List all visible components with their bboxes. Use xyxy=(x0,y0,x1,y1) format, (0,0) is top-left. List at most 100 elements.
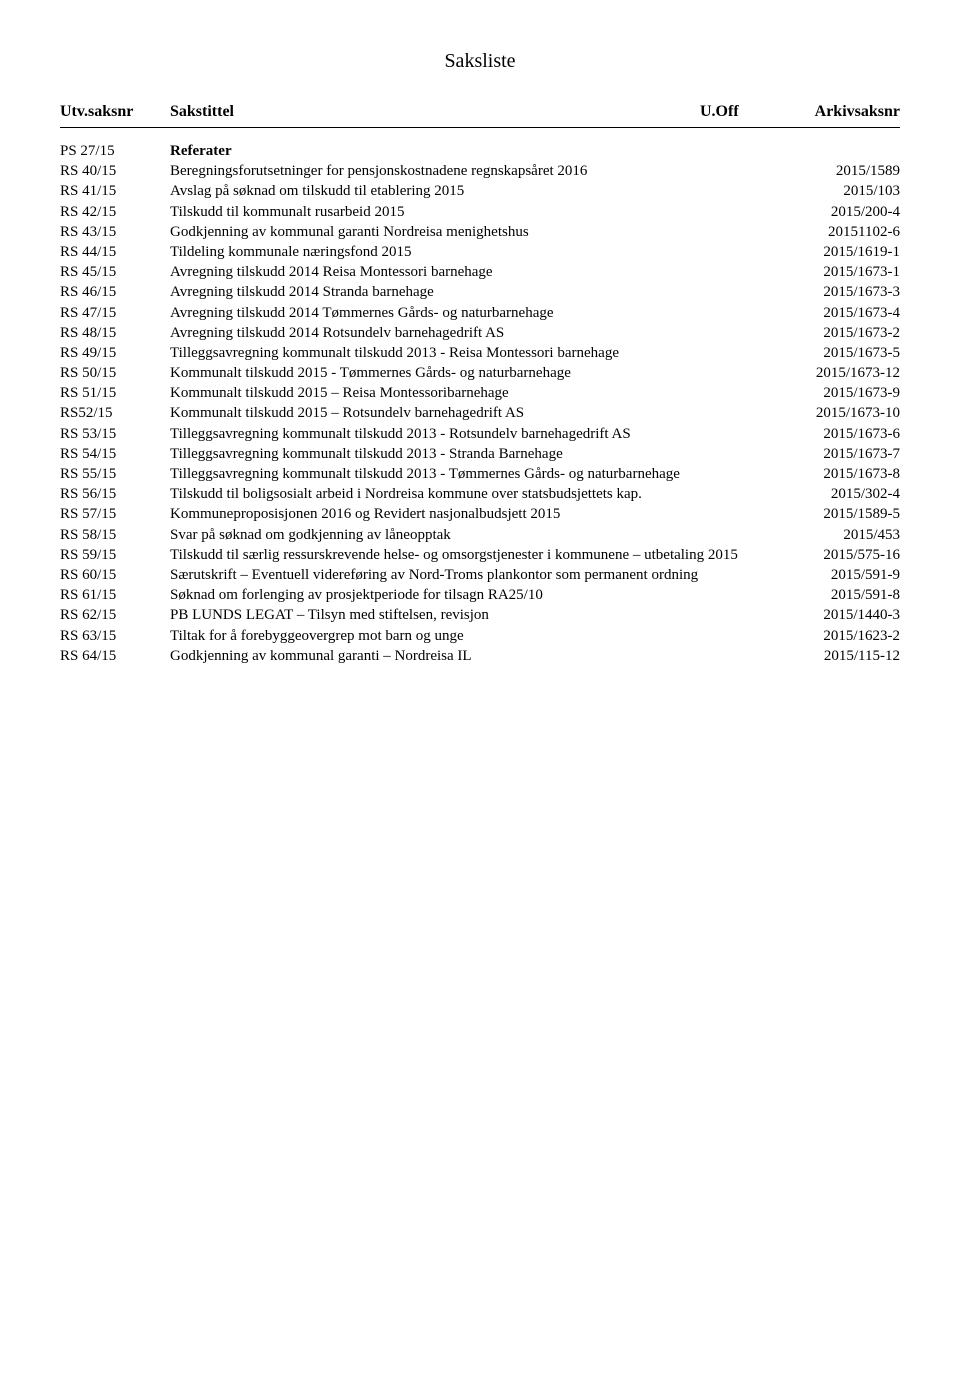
cell-title: Kommuneproposisjonen 2016 og Revidert na… xyxy=(170,505,770,524)
cell-arkiv: 2015/1619-1 xyxy=(770,243,900,262)
table-row: RS 58/15Svar på søknad om godkjenning av… xyxy=(60,526,900,545)
cell-saksnr: RS 45/15 xyxy=(60,263,170,282)
cell-arkiv: 2015/1673-2 xyxy=(770,324,900,343)
cell-saksnr: RS 59/15 xyxy=(60,546,170,565)
cell-title: Særutskrift – Eventuell videreføring av … xyxy=(170,566,770,585)
cell-title: Tilskudd til boligsosialt arbeid i Nordr… xyxy=(170,485,770,504)
cell-arkiv: 2015/1673-1 xyxy=(770,263,900,282)
cell-title: Godkjenning av kommunal garanti – Nordre… xyxy=(170,647,770,666)
cell-arkiv: 2015/1673-4 xyxy=(770,304,900,323)
cell-title: Beregningsforutsetninger for pensjonskos… xyxy=(170,162,770,181)
header-sakstittel: Sakstittel xyxy=(170,103,700,121)
cell-saksnr: RS 55/15 xyxy=(60,465,170,484)
cell-title: Tilleggsavregning kommunalt tilskudd 201… xyxy=(170,425,770,444)
page-title: Saksliste xyxy=(60,50,900,73)
header-saksnr: Utv.saksnr xyxy=(60,103,170,121)
cell-arkiv: 2015/1673-5 xyxy=(770,344,900,363)
cell-saksnr: RS 44/15 xyxy=(60,243,170,262)
cell-saksnr: RS 56/15 xyxy=(60,485,170,504)
table-body: PS 27/15ReferaterRS 40/15Beregningsforut… xyxy=(60,142,900,666)
cell-saksnr: RS 64/15 xyxy=(60,647,170,666)
cell-saksnr: RS 43/15 xyxy=(60,223,170,242)
table-row: RS 47/15Avregning tilskudd 2014 Tømmerne… xyxy=(60,304,900,323)
cell-title: Kommunalt tilskudd 2015 – Rotsundelv bar… xyxy=(170,404,770,423)
cell-arkiv: 2015/591-8 xyxy=(770,586,900,605)
table-header: Utv.saksnr Sakstittel U.Off Arkivsaksnr xyxy=(60,103,900,128)
table-row: RS 44/15Tildeling kommunale næringsfond … xyxy=(60,243,900,262)
table-row: RS 53/15Tilleggsavregning kommunalt tils… xyxy=(60,425,900,444)
cell-title: Kommunalt tilskudd 2015 – Reisa Montesso… xyxy=(170,384,770,403)
table-row: RS 42/15Tilskudd til kommunalt rusarbeid… xyxy=(60,203,900,222)
table-row: RS 50/15Kommunalt tilskudd 2015 - Tømmer… xyxy=(60,364,900,383)
table-row: RS 57/15Kommuneproposisjonen 2016 og Rev… xyxy=(60,505,900,524)
table-row: RS 61/15Søknad om forlenging av prosjekt… xyxy=(60,586,900,605)
cell-saksnr: RS 49/15 xyxy=(60,344,170,363)
table-row: RS 45/15Avregning tilskudd 2014 Reisa Mo… xyxy=(60,263,900,282)
cell-arkiv: 2015/1623-2 xyxy=(770,627,900,646)
cell-arkiv: 2015/302-4 xyxy=(770,485,900,504)
cell-title: Tilleggsavregning kommunalt tilskudd 201… xyxy=(170,344,770,363)
cell-saksnr: RS 53/15 xyxy=(60,425,170,444)
cell-title: Avregning tilskudd 2014 Rotsundelv barne… xyxy=(170,324,770,343)
cell-arkiv: 2015/1673-10 xyxy=(770,404,900,423)
cell-arkiv: 2015/1440-3 xyxy=(770,606,900,625)
cell-arkiv: 2015/1673-8 xyxy=(770,465,900,484)
cell-saksnr: RS 40/15 xyxy=(60,162,170,181)
header-arkiv: Arkivsaksnr xyxy=(770,103,900,121)
cell-title: Avregning tilskudd 2014 Stranda barnehag… xyxy=(170,283,770,302)
table-row: RS 56/15Tilskudd til boligsosialt arbeid… xyxy=(60,485,900,504)
cell-title: Kommunalt tilskudd 2015 - Tømmernes Gård… xyxy=(170,364,770,383)
table-row: RS 48/15Avregning tilskudd 2014 Rotsunde… xyxy=(60,324,900,343)
cell-saksnr: RS 61/15 xyxy=(60,586,170,605)
cell-saksnr: RS 63/15 xyxy=(60,627,170,646)
cell-arkiv: 2015/115-12 xyxy=(770,647,900,666)
table-row: RS 60/15Særutskrift – Eventuell viderefø… xyxy=(60,566,900,585)
table-row: RS 54/15Tilleggsavregning kommunalt tils… xyxy=(60,445,900,464)
cell-arkiv: 20151102-6 xyxy=(770,223,900,242)
table-row: PS 27/15Referater xyxy=(60,142,900,161)
cell-saksnr: RS 46/15 xyxy=(60,283,170,302)
table-row: RS 46/15Avregning tilskudd 2014 Stranda … xyxy=(60,283,900,302)
table-row: RS 41/15Avslag på søknad om tilskudd til… xyxy=(60,182,900,201)
table-row: RS 63/15Tiltak for å forebyggeovergrep m… xyxy=(60,627,900,646)
cell-title: Svar på søknad om godkjenning av låneopp… xyxy=(170,526,770,545)
cell-title: Avregning tilskudd 2014 Reisa Montessori… xyxy=(170,263,770,282)
cell-saksnr: RS 58/15 xyxy=(60,526,170,545)
cell-arkiv: 2015/1589-5 xyxy=(770,505,900,524)
table-row: RS52/15Kommunalt tilskudd 2015 – Rotsund… xyxy=(60,404,900,423)
cell-arkiv: 2015/1673-12 xyxy=(770,364,900,383)
header-uoff: U.Off xyxy=(700,103,770,121)
table-row: RS 55/15Tilleggsavregning kommunalt tils… xyxy=(60,465,900,484)
cell-title: Tilskudd til særlig ressurskrevende hels… xyxy=(170,546,770,565)
cell-saksnr: RS 54/15 xyxy=(60,445,170,464)
cell-arkiv: 2015/1673-9 xyxy=(770,384,900,403)
cell-title: Tildeling kommunale næringsfond 2015 xyxy=(170,243,770,262)
cell-saksnr: RS 50/15 xyxy=(60,364,170,383)
cell-saksnr: RS 48/15 xyxy=(60,324,170,343)
cell-saksnr: RS52/15 xyxy=(60,404,170,423)
table-row: RS 43/15Godkjenning av kommunal garanti … xyxy=(60,223,900,242)
table-row: RS 40/15Beregningsforutsetninger for pen… xyxy=(60,162,900,181)
cell-saksnr: RS 42/15 xyxy=(60,203,170,222)
cell-arkiv: 2015/591-9 xyxy=(770,566,900,585)
cell-saksnr: PS 27/15 xyxy=(60,142,170,161)
cell-title: PB LUNDS LEGAT – Tilsyn med stiftelsen, … xyxy=(170,606,770,625)
cell-saksnr: RS 57/15 xyxy=(60,505,170,524)
cell-saksnr: RS 47/15 xyxy=(60,304,170,323)
table-row: RS 49/15Tilleggsavregning kommunalt tils… xyxy=(60,344,900,363)
cell-arkiv: 2015/103 xyxy=(770,182,900,201)
table-row: RS 59/15Tilskudd til særlig ressurskreve… xyxy=(60,546,900,565)
cell-arkiv: 2015/1673-3 xyxy=(770,283,900,302)
cell-title: Referater xyxy=(170,142,770,161)
cell-title: Godkjenning av kommunal garanti Nordreis… xyxy=(170,223,770,242)
cell-saksnr: RS 62/15 xyxy=(60,606,170,625)
cell-title: Søknad om forlenging av prosjektperiode … xyxy=(170,586,770,605)
cell-saksnr: RS 41/15 xyxy=(60,182,170,201)
cell-title: Tilskudd til kommunalt rusarbeid 2015 xyxy=(170,203,770,222)
cell-arkiv: 2015/1589 xyxy=(770,162,900,181)
cell-arkiv: 2015/1673-6 xyxy=(770,425,900,444)
cell-arkiv: 2015/1673-7 xyxy=(770,445,900,464)
cell-title: Tiltak for å forebyggeovergrep mot barn … xyxy=(170,627,770,646)
cell-arkiv: 2015/453 xyxy=(770,526,900,545)
cell-title: Avregning tilskudd 2014 Tømmernes Gårds-… xyxy=(170,304,770,323)
